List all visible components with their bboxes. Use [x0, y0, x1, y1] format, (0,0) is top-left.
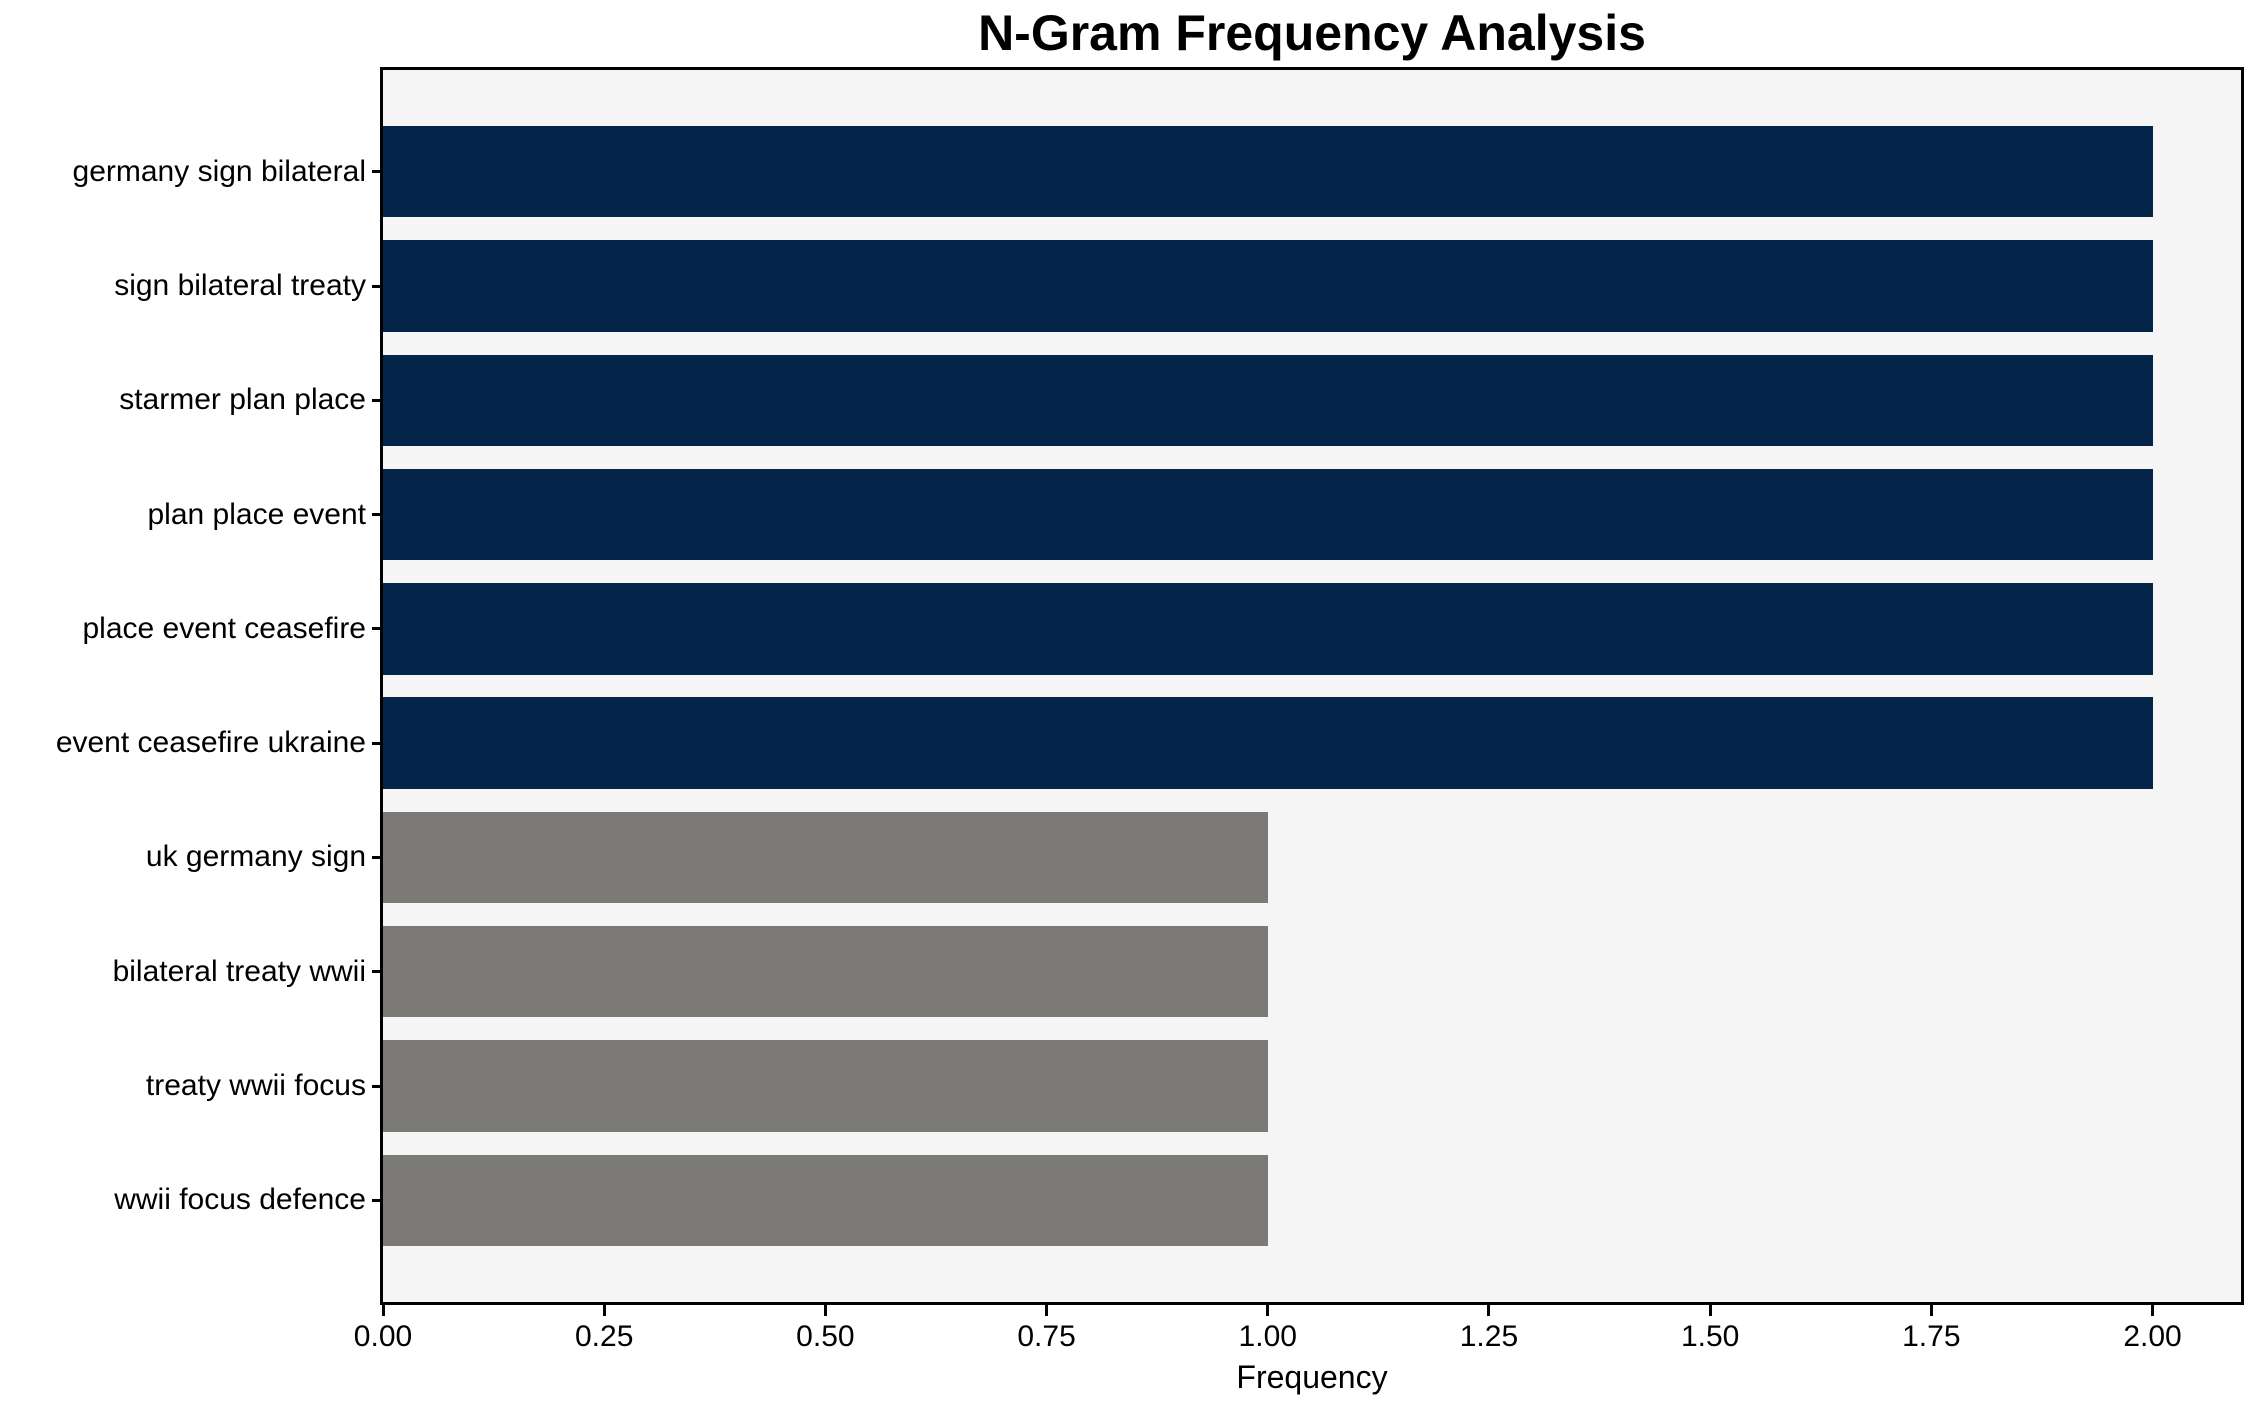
bar-place-event-ceasefire	[383, 583, 2153, 675]
x-tick-label: 1.00	[1238, 1320, 1297, 1353]
bar-plan-place-event	[383, 468, 2153, 561]
x-tick-mark	[823, 1305, 827, 1316]
y-tick-label: starmer plan place	[119, 383, 366, 417]
y-tick-mark	[372, 284, 383, 288]
plot-area	[380, 67, 2244, 1305]
x-tick-mark	[1266, 1305, 1270, 1316]
y-tick-mark	[372, 855, 383, 859]
bar-sign-bilateral-treaty	[383, 240, 2153, 332]
x-tick-label: 2.00	[2123, 1320, 2182, 1353]
y-tick-mark	[372, 398, 383, 402]
x-tick-label: 0.00	[353, 1320, 413, 1353]
x-tick-mark	[1487, 1305, 1491, 1316]
y-tick-mark	[372, 1198, 383, 1202]
y-tick-mark	[372, 513, 383, 517]
y-tick-label: uk germany sign	[145, 840, 366, 874]
y-tick-label: treaty wwii focus	[145, 1069, 366, 1102]
x-tick-mark	[1929, 1305, 1933, 1316]
bar-starmer-plan-place	[383, 354, 2153, 446]
y-tick-label: place event ceasefire	[82, 611, 366, 645]
y-tick-label: bilateral treaty wwii	[112, 954, 366, 988]
bar-uk-germany-sign	[383, 811, 1268, 904]
x-tick-label: 0.25	[574, 1320, 634, 1353]
bar-treaty-wwii-focus	[383, 1040, 1268, 1132]
y-tick-mark	[372, 170, 383, 174]
y-tick-label: event ceasefire ukraine	[55, 726, 366, 760]
chart-title: N-Gram Frequency Analysis	[978, 5, 1646, 61]
y-tick-mark	[372, 741, 383, 745]
x-tick-mark	[2151, 1305, 2155, 1316]
x-tick-label: 1.50	[1680, 1320, 1740, 1353]
y-tick-label: sign bilateral treaty	[114, 269, 366, 302]
y-tick-label: wwii focus defence	[114, 1183, 366, 1217]
x-tick-mark	[1708, 1305, 1712, 1316]
x-tick-label: 1.25	[1459, 1320, 1519, 1353]
y-tick-mark	[372, 970, 383, 974]
y-tick-label: germany sign bilateral	[72, 154, 366, 188]
bar-germany-sign-bilateral	[383, 126, 2153, 218]
x-tick-mark	[1045, 1305, 1049, 1316]
x-axis-title: Frequency	[1236, 1359, 1388, 1395]
bar-event-ceasefire-ukraine	[383, 697, 2153, 789]
x-tick-mark	[602, 1305, 606, 1316]
y-tick-mark	[372, 627, 383, 631]
x-tick-mark	[381, 1305, 385, 1316]
bar-wwii-focus-defence	[383, 1154, 1268, 1246]
y-tick-label: plan place event	[147, 497, 367, 531]
x-tick-label: 0.75	[1017, 1320, 1076, 1353]
x-tick-label: 1.75	[1902, 1320, 1961, 1353]
y-tick-mark	[372, 1084, 383, 1088]
x-tick-label: 0.50	[796, 1320, 855, 1353]
bar-bilateral-treaty-wwii	[383, 926, 1268, 1018]
